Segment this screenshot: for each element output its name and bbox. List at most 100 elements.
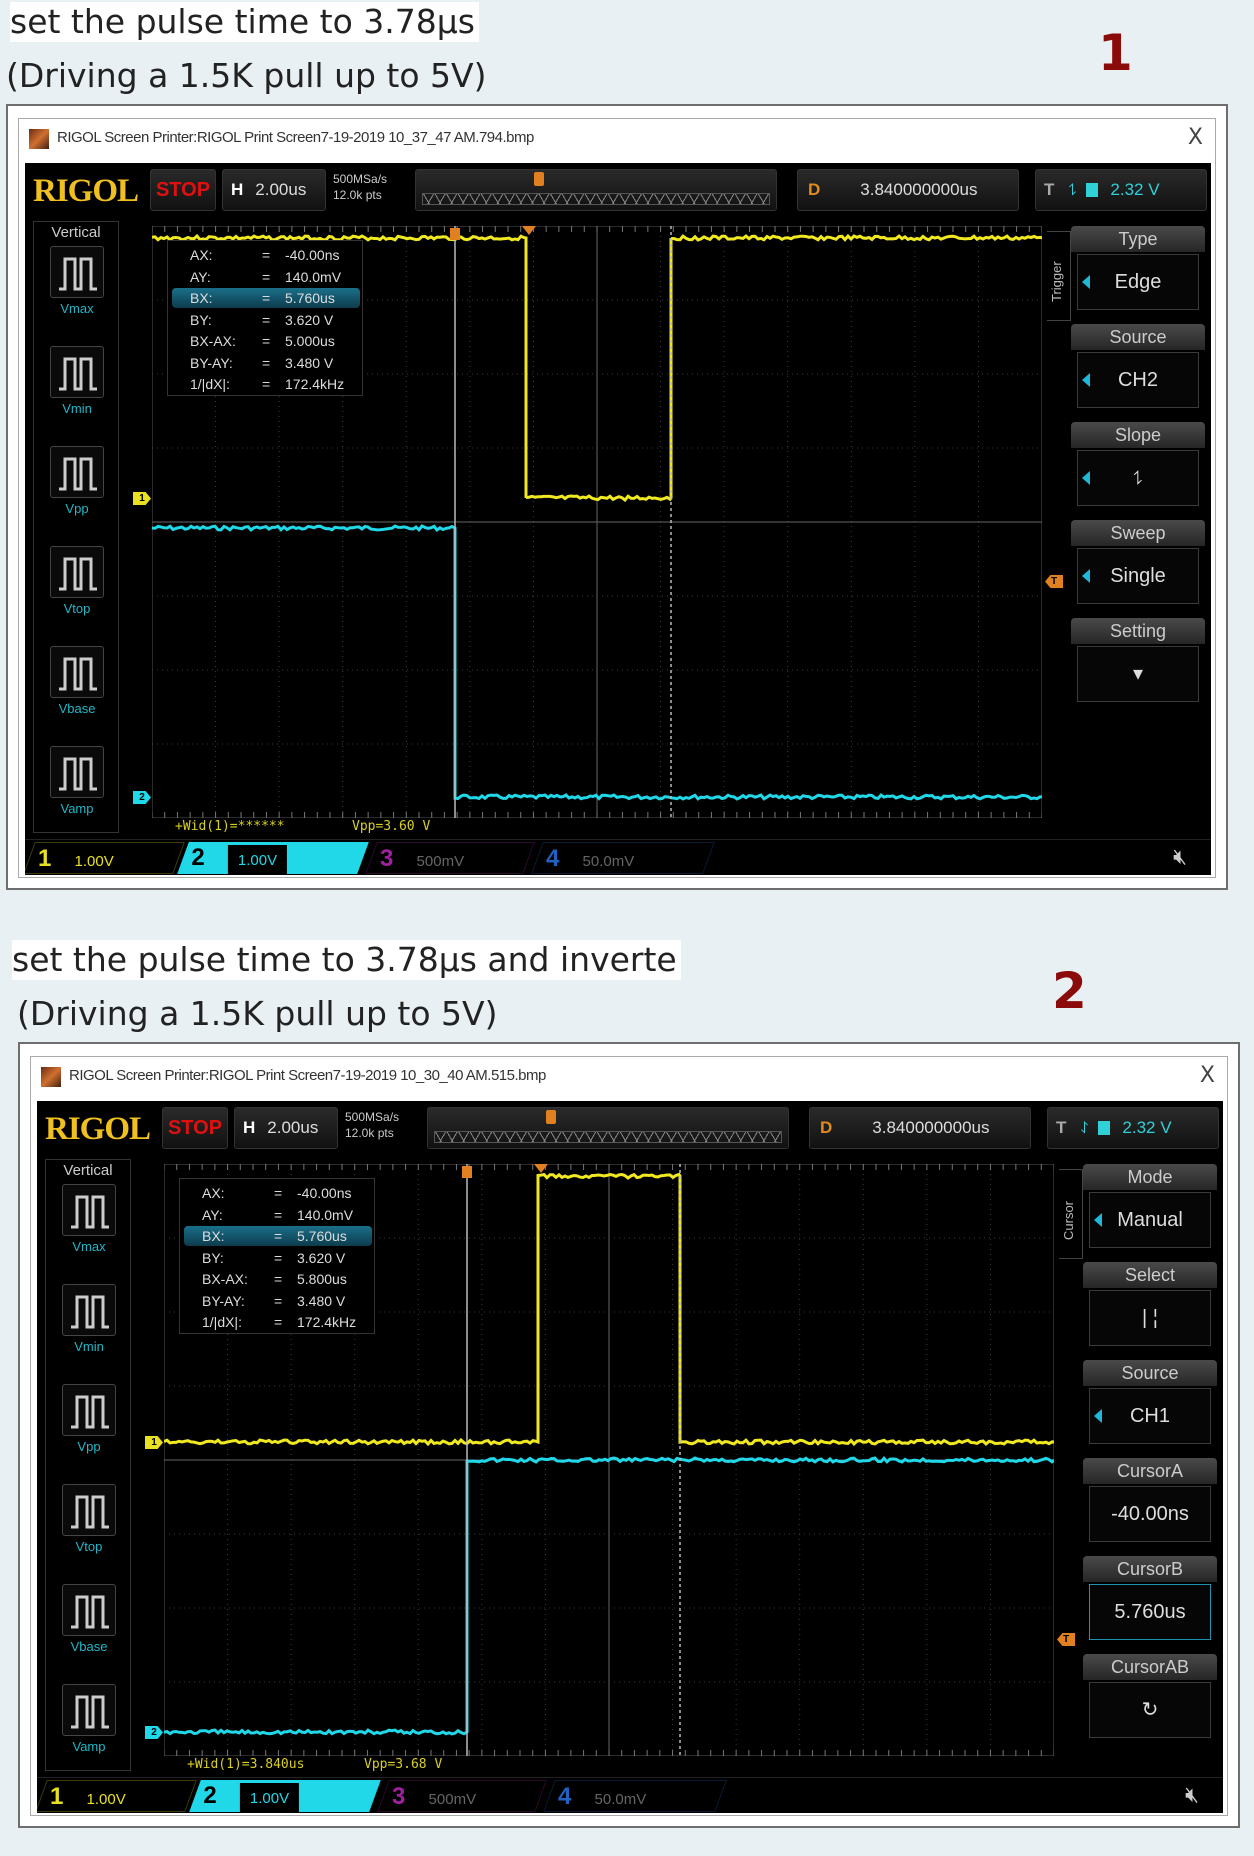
measure-label: Vmin xyxy=(74,1339,104,1354)
measure-vmax[interactable]: Vmax xyxy=(48,246,106,316)
menu-item-slope[interactable]: Slope ⥍ xyxy=(1071,422,1205,506)
channel-2-button[interactable]: 2 1.00V xyxy=(189,1780,381,1813)
menu-value[interactable]: ⥍ xyxy=(1077,450,1199,506)
menu-value[interactable]: Manual xyxy=(1089,1192,1211,1248)
memory-timeline[interactable] xyxy=(415,169,777,211)
menu-value[interactable]: Single xyxy=(1077,548,1199,604)
channel-scale: 500mV xyxy=(428,1791,477,1808)
menu-item-sweep[interactable]: Sweep Single xyxy=(1071,520,1205,604)
channel-3-button[interactable]: 3 500mV xyxy=(377,1780,547,1812)
width-measurement: +Wid(1)=****** xyxy=(175,819,285,834)
ch2-offset-marker[interactable]: 2 xyxy=(133,791,151,804)
timebase-value: 2.00us xyxy=(267,1118,319,1137)
channel-1-button[interactable]: 1 1.00V xyxy=(25,842,185,874)
arrow-left-icon xyxy=(1082,569,1090,583)
menu-value[interactable]: -40.00ns xyxy=(1089,1486,1211,1542)
measure-vbase[interactable]: Vbase xyxy=(48,646,106,716)
close-button[interactable]: X xyxy=(1187,125,1203,150)
run-stop-status[interactable]: STOP xyxy=(162,1107,228,1149)
menu-item-source[interactable]: Source CH2 xyxy=(1071,324,1205,408)
measure-vpp[interactable]: Vpp xyxy=(60,1384,118,1454)
menu-header: CursorB xyxy=(1083,1556,1217,1582)
trigger-level-marker[interactable]: T xyxy=(1057,1633,1075,1646)
menu-value-text: ⥍ xyxy=(1133,467,1143,489)
readout-eq: = xyxy=(274,1206,283,1223)
menu-item-select[interactable]: Select | ¦ xyxy=(1083,1262,1217,1346)
memory-timeline[interactable] xyxy=(427,1107,789,1149)
menu-value[interactable]: Edge xyxy=(1077,254,1199,310)
ch1-offset-marker[interactable]: 1 xyxy=(133,492,151,505)
ch2-offset-marker[interactable]: 2 xyxy=(145,1726,163,1739)
run-stop-status[interactable]: STOP xyxy=(150,169,216,211)
timebase-value: 2.00us xyxy=(255,180,307,199)
menu-value[interactable]: CH2 xyxy=(1077,352,1199,408)
ch1-offset-marker[interactable]: 1 xyxy=(145,1436,163,1449)
trigger-box[interactable]: T ⥌ 2.32 V xyxy=(1047,1107,1219,1149)
measure-vtop[interactable]: Vtop xyxy=(48,546,106,616)
menu-item-cursorb[interactable]: CursorB 5.760us xyxy=(1083,1556,1217,1640)
delay-box[interactable]: D 3.840000000us xyxy=(797,169,1019,211)
pulse-icon xyxy=(62,1284,116,1336)
measure-vtop[interactable]: Vtop xyxy=(60,1484,118,1554)
readout-value: -40.00ns xyxy=(285,247,340,263)
channel-4-button[interactable]: 4 50.0mV xyxy=(531,842,715,874)
trigger-box[interactable]: T ⥍ 2.32 V xyxy=(1035,169,1207,211)
readout-eq: = xyxy=(274,1314,283,1330)
pulse-icon xyxy=(50,246,104,298)
channel-4-button[interactable]: 4 50.0mV xyxy=(543,1780,727,1812)
menu-value[interactable]: 5.760us xyxy=(1089,1584,1211,1640)
measure-vmax[interactable]: Vmax xyxy=(60,1184,118,1254)
measure-vamp[interactable]: Vamp xyxy=(48,746,106,816)
measure-vmin[interactable]: Vmin xyxy=(48,346,106,416)
channel-3-button[interactable]: 3 500mV xyxy=(365,842,535,874)
timebase-box[interactable]: H 2.00us xyxy=(234,1107,338,1149)
width-measurement: +Wid(1)=3.840us xyxy=(187,1757,305,1772)
channel-2-button[interactable]: 2 1.00V xyxy=(177,842,369,875)
speaker-muted-icon[interactable]: 🔇︎ xyxy=(1173,844,1187,869)
channel-number: 3 xyxy=(391,1783,406,1810)
readout-eq: = xyxy=(262,311,271,328)
menu-item-cursorab[interactable]: CursorAB ↻ xyxy=(1083,1654,1217,1738)
window-title: RIGOL Screen Printer:RIGOL Print Screen7… xyxy=(57,129,534,146)
window-title-bar: RIGOL Screen Printer:RIGOL Print Screen7… xyxy=(31,1057,1227,1097)
measure-vamp[interactable]: Vamp xyxy=(60,1684,118,1754)
delay-box[interactable]: D 3.840000000us xyxy=(809,1107,1031,1149)
menu-value[interactable]: ▾ xyxy=(1077,646,1199,702)
menu-item-type[interactable]: Type Edge xyxy=(1071,226,1205,310)
menu-header: Source xyxy=(1083,1360,1217,1386)
rigol-logo: RIGOL xyxy=(33,173,139,209)
menu-value[interactable]: | ¦ xyxy=(1089,1290,1211,1346)
menu-value[interactable]: ↻ xyxy=(1089,1682,1211,1738)
ch2-waveform xyxy=(164,1456,1054,1736)
trigger-level-marker[interactable]: T xyxy=(1045,575,1063,588)
oscilloscope-screen: RIGOL STOP H 2.00us 500MSa/s 12.0k pts D 3.… xyxy=(25,163,1211,875)
readout-eq: = xyxy=(274,1228,283,1244)
menu-item-setting[interactable]: Setting ▾ xyxy=(1071,618,1205,702)
readout-eq: = xyxy=(274,1185,283,1201)
menu-side-tab: Trigger xyxy=(1047,231,1071,321)
menu-value-text: Edge xyxy=(1114,271,1162,293)
rigol-logo: RIGOL xyxy=(45,1111,151,1147)
menu-title: Trigger xyxy=(1049,261,1064,302)
measure-vbase[interactable]: Vbase xyxy=(60,1584,118,1654)
h-label: H xyxy=(243,1118,256,1137)
vpp-measurement: Vpp=3.68 V xyxy=(364,1757,443,1772)
close-button[interactable]: X xyxy=(1199,1063,1215,1088)
readout-row: BX-AX: = 5.000us xyxy=(172,331,360,351)
sample-rate: 500MSa/s xyxy=(345,1110,400,1124)
delay-label: D xyxy=(820,1118,833,1137)
menu-value[interactable]: CH1 xyxy=(1089,1388,1211,1444)
measure-vpp[interactable]: Vpp xyxy=(48,446,106,516)
measure-vmin[interactable]: Vmin xyxy=(60,1284,118,1354)
speaker-muted-icon[interactable]: 🔇︎ xyxy=(1185,1782,1199,1807)
pulse-icon xyxy=(62,1184,116,1236)
readout-key: AX: xyxy=(202,1185,225,1201)
menu-item-source[interactable]: Source CH1 xyxy=(1083,1360,1217,1444)
channel-1-button[interactable]: 1 1.00V xyxy=(37,1780,197,1812)
menu-item-mode[interactable]: Mode Manual xyxy=(1083,1164,1217,1248)
timebase-box[interactable]: H 2.00us xyxy=(222,169,326,211)
readout-value: -40.00ns xyxy=(297,1185,352,1201)
menu-item-cursora[interactable]: CursorA -40.00ns xyxy=(1083,1458,1217,1542)
readout-row: AX: = -40.00ns xyxy=(184,1183,372,1203)
readout-key: AY: xyxy=(190,268,211,285)
